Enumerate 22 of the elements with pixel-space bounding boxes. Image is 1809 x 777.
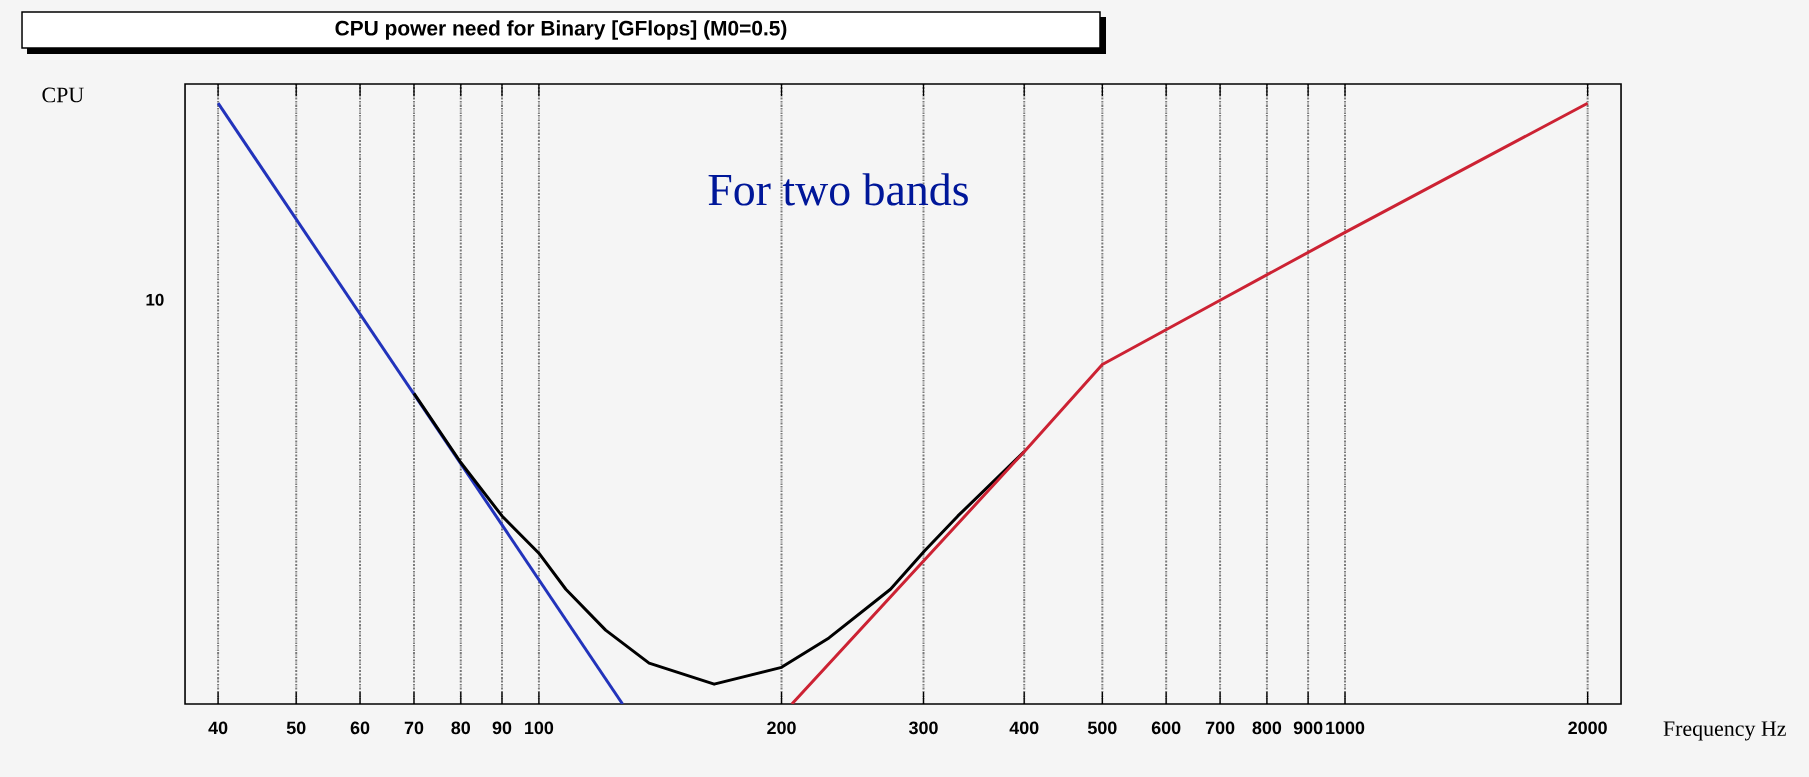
x-tick-label: 2000 [1568,721,1607,735]
x-tick-label: 70 [404,721,424,735]
x-tick-label: 200 [767,721,796,735]
chart-title: CPU power need for Binary [GFlops] (M0=0.5) [335,20,787,40]
x-tick-label: 400 [1009,721,1039,735]
x-tick-label: 900 [1293,721,1323,735]
x-tick-label: 500 [1087,721,1117,735]
x-tick-label: 1000 [1326,721,1365,735]
x-tick-label: 90 [492,721,512,735]
x-axis-title: Frequency Hz [1663,721,1786,741]
x-tick-label: 800 [1252,721,1282,735]
x-tick-label: 100 [525,721,554,735]
x-tick-label: 40 [208,721,228,735]
x-tick-label: 80 [451,721,470,735]
x-tick-label: 700 [1205,721,1235,735]
x-tick-label: 300 [908,721,938,735]
x-tick-label: 600 [1151,721,1181,735]
text: 10 [146,293,164,306]
annotation: For two bands [708,173,968,206]
x-tick-label: 50 [286,721,306,735]
x-tick-label: 60 [350,721,370,735]
y-axis-title: CPU [42,87,84,103]
